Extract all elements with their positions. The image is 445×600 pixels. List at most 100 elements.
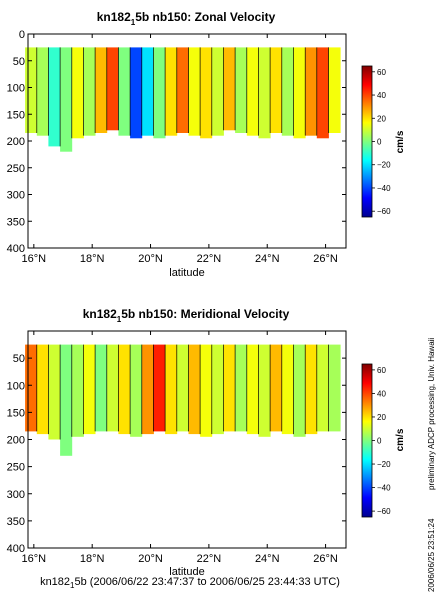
meridional-contours [36,344,329,440]
colorbar-tick-label: −60 [377,207,391,216]
meridional-colorbar-ticks: 60 40 20 0 −20 −40 −60 [372,366,391,516]
x-tick-label: 22°N [197,253,222,265]
meridional-velocity-panel: kn18215b nb150: Meridional Velocity 16°N… [7,307,406,578]
velocity-column [200,344,213,437]
velocity-column [25,47,38,133]
velocity-column [270,344,283,432]
zonal-xlabel: latitude [169,267,204,279]
velocity-column [281,344,294,435]
velocity-column [188,47,201,136]
velocity-column [176,47,189,133]
zonal-velocity-panel: kn18215b nb150: Zonal Velocity 16°N 18°N 2… [7,10,406,279]
y-tick-label: 250 [7,462,25,474]
velocity-column [106,344,119,432]
colorbar-tick-label: 60 [377,366,386,375]
velocity-column [48,344,61,440]
plot-timestamp: 2006/06/25 23:51:24 [427,518,436,592]
velocity-column [235,344,248,432]
velocity-column [60,47,73,152]
velocity-column [130,47,143,139]
x-tick-label: 24°N [255,553,280,565]
velocity-column [328,344,341,432]
velocity-column [165,47,178,136]
velocity-column [106,47,119,131]
velocity-column [48,47,61,147]
x-tick-label: 18°N [80,253,105,265]
velocity-column [141,344,154,435]
meridional-xlabel: latitude [169,566,204,578]
velocity-column [71,344,84,437]
velocity-column [36,344,49,435]
x-tick-label: 24°N [255,253,280,265]
y-tick-label: 350 [7,516,25,528]
colorbar-tick-label: 20 [377,413,386,422]
velocity-column [60,344,73,456]
x-tick-label: 22°N [197,553,222,565]
velocity-column [71,47,84,139]
y-tick-label: 150 [7,109,25,121]
velocity-column [95,344,108,432]
zonal-axes: 16°N 18°N 20°N 22°N 24°N 26°N 0 50 100 150 200 250 3… [7,29,346,265]
velocity-column [246,344,259,435]
zonal-title: kn18215b nb150: Zonal Velocity [97,10,276,27]
velocity-column [36,47,49,136]
velocity-column [153,344,166,432]
meridional-title: kn18215b nb150: Meridional Velocity [83,307,290,324]
velocity-column [305,344,318,435]
velocity-column [258,344,271,437]
velocity-column [25,344,38,432]
y-tick-label: 200 [7,136,25,148]
velocity-column [270,47,283,133]
velocity-column [316,344,329,432]
y-tick-label: 350 [7,216,25,228]
velocity-column [223,344,236,432]
velocity-column [211,47,224,136]
x-tick-label: 18°N [80,553,105,565]
y-tick-label: 400 [7,543,25,555]
x-tick-label: 26°N [313,553,338,565]
colorbar-tick-label: −60 [377,507,391,516]
velocity-column [176,344,189,432]
x-tick-label: 20°N [138,253,163,265]
colorbar-tick-label: 60 [377,68,386,77]
y-tick-label: 50 [13,353,25,365]
colorbar-tick-label: −40 [377,484,391,493]
colorbar-tick-label: 40 [377,91,386,100]
x-tick-label: 16°N [22,553,47,565]
meridional-colorbar-label: cm/s [395,428,406,451]
colorbar-tick-label: 0 [377,437,382,446]
zonal-colorbar [361,65,373,218]
colorbar-tick-label: 40 [377,389,386,398]
colorbar-tick-label: −20 [377,460,391,469]
velocity-column [211,344,224,435]
colorbar-tick-label: −20 [377,161,391,170]
velocity-column [293,47,306,139]
cruise-time-range: kn18215b (2006/06/22 23:47:37 to 2006/06… [40,576,340,590]
x-tick-label: 20°N [138,553,163,565]
meridional-velocity-field [25,344,341,456]
velocity-column [246,47,259,136]
velocity-column [118,344,131,435]
velocity-column [83,47,96,136]
meridional-colorbar [361,363,373,518]
y-tick-label: 150 [7,407,25,419]
velocity-column [118,47,131,136]
zonal-colorbar-label: cm/s [395,130,406,153]
colorbar-tick-label: 20 [377,114,386,123]
processing-note: preliminary ADCP processing, Univ. Hawai… [427,338,436,490]
y-tick-label: 50 [13,56,25,68]
velocity-column [223,47,236,131]
y-tick-label: 100 [7,83,25,95]
velocity-column [165,344,178,435]
x-tick-label: 16°N [22,253,47,265]
y-tick-label: 300 [7,489,25,501]
velocity-column [130,344,143,437]
velocity-column [293,344,306,437]
velocity-column [328,47,341,133]
y-tick-label: 250 [7,163,25,175]
zonal-colorbar-ticks: 60 40 20 0 −20 −40 −60 [372,68,391,216]
y-tick-label: 0 [19,29,25,41]
meridional-axes: 16°N 18°N 20°N 22°N 24°N 26°N 50 100 150 200 250 30… [7,331,346,565]
velocity-column [83,344,96,435]
